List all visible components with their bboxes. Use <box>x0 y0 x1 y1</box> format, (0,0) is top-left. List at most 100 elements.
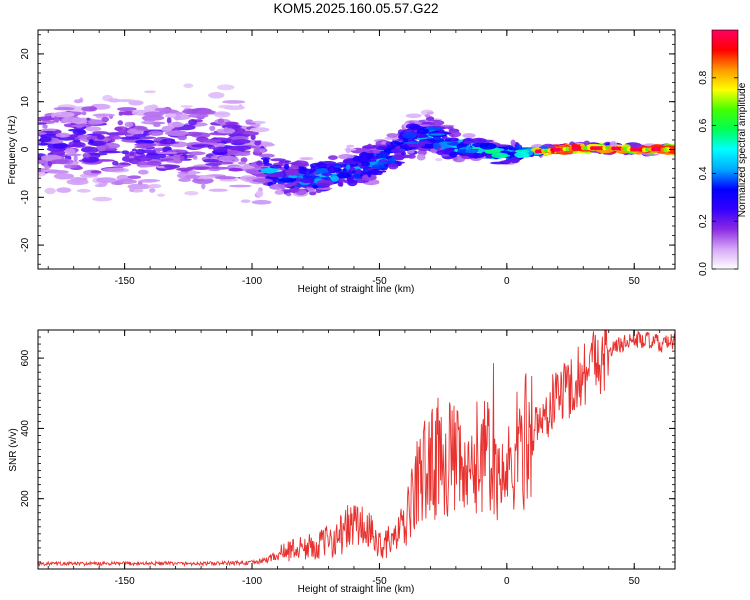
colorbar-ticks: 0.0 0.2 0.4 0.6 0.8 <box>698 70 738 276</box>
spectrogram-cell <box>57 137 76 141</box>
spectrogram-cell <box>463 140 472 145</box>
y-tick-label: 0 <box>20 146 31 152</box>
spectrogram-cell <box>336 172 351 179</box>
spectrogram-cell <box>54 116 60 123</box>
spectrogram-cell <box>269 164 282 169</box>
spectrogram-cell <box>184 191 199 196</box>
spectrogram-cell <box>202 139 222 143</box>
spectrogram-cell <box>218 155 239 161</box>
spectrogram-cell <box>154 107 171 112</box>
spectrogram-cell <box>338 153 355 160</box>
spectrogram-cell <box>191 144 214 148</box>
spectrogram-cell <box>315 189 322 193</box>
spectrogram-cell <box>627 142 641 150</box>
spectrogram-cell <box>114 127 123 131</box>
snr-plot-area <box>38 330 675 568</box>
spectrogram-cell <box>155 151 178 155</box>
spectrogram-cell <box>230 146 238 151</box>
spectrogram-cell <box>216 161 234 165</box>
spectrogram-cell <box>141 149 156 154</box>
colorbar-tick-label: 0.4 <box>698 166 709 180</box>
spectrogram-cell <box>192 177 214 184</box>
spectrogram-cell <box>52 142 68 149</box>
spectrogram-cell <box>538 146 549 150</box>
spectrogram-cell <box>424 114 431 118</box>
spectrogram-cell <box>362 145 379 149</box>
spectrogram-cell <box>188 119 198 126</box>
spectrogram-cell <box>213 146 228 153</box>
x-tick-label: -100 <box>242 576 262 587</box>
spectrogram-cell <box>213 111 231 118</box>
spectrogram-cell <box>70 165 78 168</box>
spectrogram-cell <box>462 133 476 139</box>
spectrogram-cell <box>387 163 399 170</box>
spectrogram-cell <box>101 116 110 122</box>
spectrogram-cell <box>111 181 124 186</box>
spectrogram-cell <box>117 120 124 126</box>
spectrogram-cell <box>131 148 137 152</box>
spectrogram-cell <box>223 105 246 111</box>
spectrogram-cell <box>345 147 351 154</box>
spectrogram-cell <box>180 105 193 108</box>
spectrogram-cell <box>403 141 420 144</box>
snr-y-label: SNR (v/v) <box>8 428 19 471</box>
colorbar-gradient <box>711 29 739 270</box>
spectrogram-cell <box>38 143 49 146</box>
spectrogram-cell <box>113 99 136 103</box>
spectrogram-cell <box>94 184 107 188</box>
spectrogram-cell <box>249 141 273 147</box>
spectrogram-cell <box>80 146 100 153</box>
spectrogram-cell <box>409 124 422 131</box>
spectrogram-cell <box>70 124 86 128</box>
spectrogram-cell <box>352 155 369 162</box>
spectrogram-cell <box>38 140 42 145</box>
spectrogram-cell <box>237 161 247 165</box>
spectrogram-cell <box>135 139 155 145</box>
spectrogram-cell <box>270 158 286 162</box>
spectrogram-cell <box>44 187 56 195</box>
spectrogram-cell <box>85 126 102 132</box>
spectrogram-cell <box>98 150 122 154</box>
spectrogram-cell <box>81 156 100 163</box>
spectrogram-cell <box>176 167 194 171</box>
spectrogram-cell <box>209 125 216 131</box>
spectrogram-cell <box>441 154 449 157</box>
spectrogram-cell <box>50 149 66 156</box>
spectrogram-cell <box>137 169 149 175</box>
spectrogram-cell <box>371 164 386 169</box>
spectrogram-cell <box>135 136 156 140</box>
spectrogram-cell <box>328 167 335 173</box>
spectrogram-cell <box>376 146 387 151</box>
spectrogram-cell <box>407 150 415 154</box>
spectrogram-cell <box>208 92 225 99</box>
spectrogram-cell <box>72 141 86 148</box>
spectrogram-cell <box>47 160 53 167</box>
spectrogram-cell <box>298 168 315 175</box>
spectrogram-cell <box>346 144 355 148</box>
spectrogram-cell <box>178 178 192 182</box>
spectrogram-cell <box>274 189 285 195</box>
snr-series-line <box>38 330 675 568</box>
spectrogram-cell <box>184 131 203 137</box>
spectrogram-cell <box>117 107 137 112</box>
colorbar-tick-label: 0.8 <box>698 70 709 84</box>
colorbar-label: Normalized spectral amplitude <box>737 82 748 217</box>
spectrogram-cell <box>61 117 82 123</box>
spectrogram-cell <box>55 132 71 138</box>
spectrogram-cell <box>138 181 143 185</box>
spectrogram-cell <box>90 170 102 174</box>
spectrogram-cell <box>286 174 298 179</box>
spectrogram-cell <box>69 134 79 138</box>
spectrogram-cell <box>402 132 417 139</box>
spectrogram-cell <box>293 186 300 192</box>
spectrogram-cell <box>96 134 105 140</box>
spectrogram-cell <box>390 148 406 153</box>
spectrogram-cell <box>309 191 317 196</box>
spectrogram-cell <box>192 155 198 160</box>
spectrogram-cell <box>361 174 377 181</box>
spectrogram-cell <box>162 146 168 152</box>
colorbar-tick-label: 0.6 <box>698 118 709 132</box>
spectrogram-cell <box>129 187 135 192</box>
spectrogram-cell <box>251 200 272 205</box>
